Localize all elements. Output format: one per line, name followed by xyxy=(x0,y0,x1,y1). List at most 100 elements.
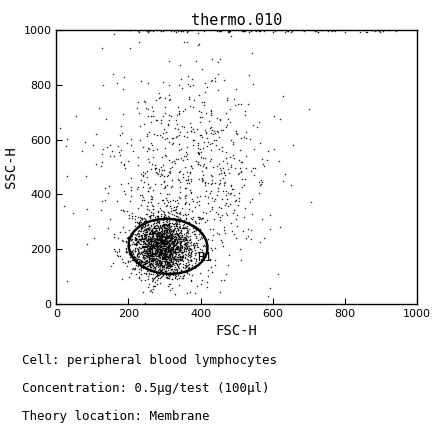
Point xyxy=(158,250,165,256)
Point xyxy=(178,256,185,263)
Point xyxy=(146,244,153,251)
Point xyxy=(168,184,175,191)
Point xyxy=(188,242,195,249)
Point xyxy=(149,261,156,268)
Point xyxy=(161,266,168,273)
Point xyxy=(203,129,210,136)
Point xyxy=(191,224,198,231)
Point xyxy=(178,256,185,263)
Point xyxy=(264,156,271,163)
Point xyxy=(135,218,142,225)
Point xyxy=(172,274,179,281)
Point xyxy=(179,222,186,229)
Point xyxy=(206,117,213,124)
Point xyxy=(132,266,138,273)
Point xyxy=(141,233,148,240)
Point xyxy=(156,259,163,266)
Point xyxy=(214,163,220,170)
Point xyxy=(180,252,187,259)
Point xyxy=(137,236,144,243)
Point xyxy=(204,266,211,273)
Point xyxy=(150,244,157,251)
Point xyxy=(147,247,154,254)
Point xyxy=(173,227,180,234)
Point xyxy=(164,243,171,250)
Point xyxy=(153,250,160,257)
Point xyxy=(165,243,172,250)
Point xyxy=(168,244,175,251)
Point xyxy=(168,236,174,243)
Point xyxy=(161,246,168,253)
Point xyxy=(159,263,166,270)
Point xyxy=(144,246,151,253)
Point xyxy=(151,273,158,280)
Point xyxy=(132,241,139,248)
Point xyxy=(105,224,112,231)
Point xyxy=(163,227,170,233)
Point xyxy=(184,238,191,245)
Point xyxy=(217,288,224,295)
Point xyxy=(128,266,135,273)
Point xyxy=(152,263,159,270)
Point xyxy=(184,38,191,45)
Point xyxy=(152,162,159,169)
Point xyxy=(116,247,123,254)
Point xyxy=(141,220,148,227)
Point xyxy=(161,104,168,111)
Point xyxy=(191,230,198,237)
Point xyxy=(193,257,200,264)
Point xyxy=(144,235,151,242)
Point xyxy=(173,204,180,210)
Point xyxy=(69,210,76,217)
Point xyxy=(153,232,160,239)
Point xyxy=(133,236,140,243)
Point xyxy=(128,250,135,256)
Point xyxy=(183,214,190,221)
Point xyxy=(376,27,383,34)
Point xyxy=(177,188,184,195)
Point xyxy=(145,220,151,227)
Point xyxy=(184,240,191,247)
Point xyxy=(187,190,194,197)
Point xyxy=(157,240,164,247)
Point xyxy=(96,104,103,111)
Point xyxy=(209,55,216,62)
Point xyxy=(173,235,180,242)
Point xyxy=(157,247,164,253)
Point xyxy=(143,271,150,278)
Point xyxy=(175,234,182,241)
Point xyxy=(161,243,168,250)
Point xyxy=(164,246,171,253)
Point xyxy=(145,207,152,214)
Point xyxy=(140,243,147,250)
Point xyxy=(173,230,180,237)
Point xyxy=(162,262,169,269)
Point xyxy=(144,133,151,140)
Point xyxy=(156,257,163,264)
Point xyxy=(187,124,194,131)
Point xyxy=(133,230,140,237)
Point xyxy=(162,251,169,258)
Point xyxy=(176,167,183,174)
Point xyxy=(162,27,169,34)
Point xyxy=(146,236,153,243)
Point xyxy=(163,129,170,136)
Point xyxy=(204,217,210,224)
Point xyxy=(173,230,180,237)
Point xyxy=(167,250,174,257)
Point xyxy=(177,266,184,273)
Point xyxy=(160,240,167,247)
Point xyxy=(177,252,184,259)
Point xyxy=(174,245,181,252)
Point xyxy=(152,251,159,258)
Point xyxy=(150,224,157,231)
Point xyxy=(153,236,160,243)
Point xyxy=(151,237,158,244)
Point xyxy=(201,28,207,35)
Point xyxy=(194,224,201,231)
Point xyxy=(156,95,163,102)
Point xyxy=(149,233,156,240)
Point xyxy=(173,212,180,219)
Point xyxy=(229,139,236,146)
Point xyxy=(151,228,158,235)
